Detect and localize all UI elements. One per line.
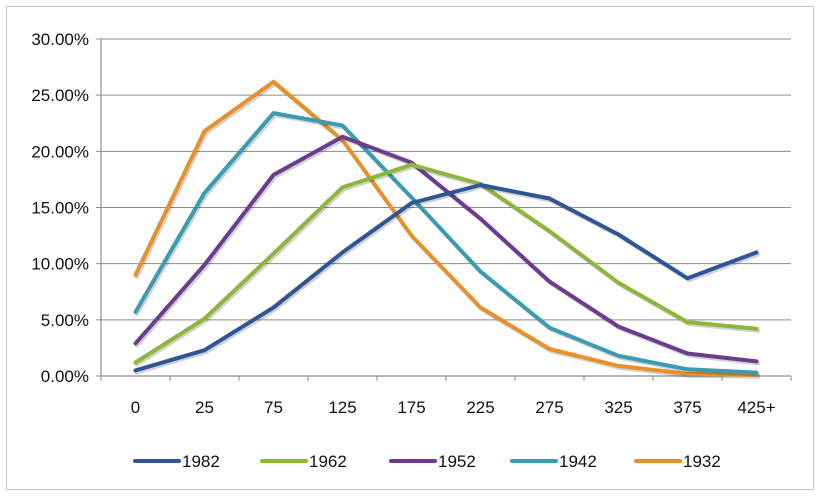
chart-frame <box>6 6 814 490</box>
y-tick-label: 0.00% <box>41 367 89 386</box>
x-tick-label: 125 <box>328 398 356 417</box>
y-tick-label: 30.00% <box>31 30 89 49</box>
y-tick-labels: 0.00% 5.00% 10.00% 15.00% 20.00% 25.00% 30.00% <box>31 30 101 386</box>
series-line-1942 <box>133 111 759 375</box>
legend-label: 1952 <box>438 452 476 471</box>
x-tick-label: 275 <box>535 398 563 417</box>
x-tick-label: 0 <box>131 398 140 417</box>
x-tick-labels: 0 25 75 125 175 225 275 325 375 425+ <box>100 376 792 417</box>
x-tick-label: 225 <box>466 398 494 417</box>
series-shadow <box>135 136 760 366</box>
legend-item-1952: 1952 <box>389 452 476 471</box>
x-tick-label: 425+ <box>737 398 775 417</box>
legend-item-1982: 1982 <box>133 452 220 471</box>
series-line-1932 <box>133 79 759 377</box>
legend-item-1962: 1962 <box>260 452 347 471</box>
series-line-1962 <box>133 162 759 365</box>
legend-item-1932: 1932 <box>634 452 721 471</box>
gridlines <box>101 38 791 321</box>
y-tick-label: 20.00% <box>31 142 89 161</box>
legend-label: 1932 <box>683 452 721 471</box>
x-tick-label: 75 <box>264 398 283 417</box>
series-lines <box>133 79 760 379</box>
y-tick-label: 25.00% <box>31 86 89 105</box>
series-line-1982 <box>133 183 759 373</box>
x-tick-label: 175 <box>397 398 425 417</box>
legend-label: 1962 <box>309 452 347 471</box>
x-tick-label: 375 <box>673 398 701 417</box>
x-tick-label: 25 <box>195 398 214 417</box>
y-tick-label: 5.00% <box>41 311 89 330</box>
legend-label: 1942 <box>559 452 597 471</box>
legend-item-1942: 1942 <box>510 452 597 471</box>
legend-label: 1982 <box>182 452 220 471</box>
y-tick-label: 15.00% <box>31 199 89 218</box>
series-line-1952 <box>133 134 759 364</box>
y-tick-label: 10.00% <box>31 255 89 274</box>
x-tick-label: 325 <box>604 398 632 417</box>
legend: 1982 1962 1952 1942 1932 <box>133 452 721 471</box>
